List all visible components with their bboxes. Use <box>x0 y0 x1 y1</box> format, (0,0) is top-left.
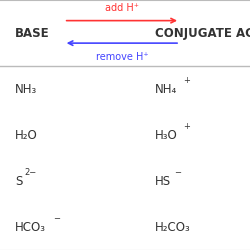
Text: add H⁺: add H⁺ <box>105 3 139 13</box>
Text: HS: HS <box>155 174 171 188</box>
Text: NH₄: NH₄ <box>155 83 177 96</box>
Text: CONJUGATE ACI: CONJUGATE ACI <box>155 27 250 40</box>
Text: +: + <box>184 76 190 86</box>
Text: H₃O: H₃O <box>155 129 178 142</box>
Text: H₂O: H₂O <box>15 129 38 142</box>
Text: 2−: 2− <box>24 168 37 177</box>
Text: S: S <box>15 174 22 188</box>
Text: −: − <box>53 214 60 223</box>
Text: +: + <box>184 122 190 132</box>
Text: NH₃: NH₃ <box>15 83 37 96</box>
Text: remove H⁺: remove H⁺ <box>96 52 148 62</box>
Text: H₂CO₃: H₂CO₃ <box>155 220 191 234</box>
Text: BASE: BASE <box>15 27 50 40</box>
Text: HCO₃: HCO₃ <box>15 220 46 234</box>
Text: −: − <box>174 168 181 177</box>
